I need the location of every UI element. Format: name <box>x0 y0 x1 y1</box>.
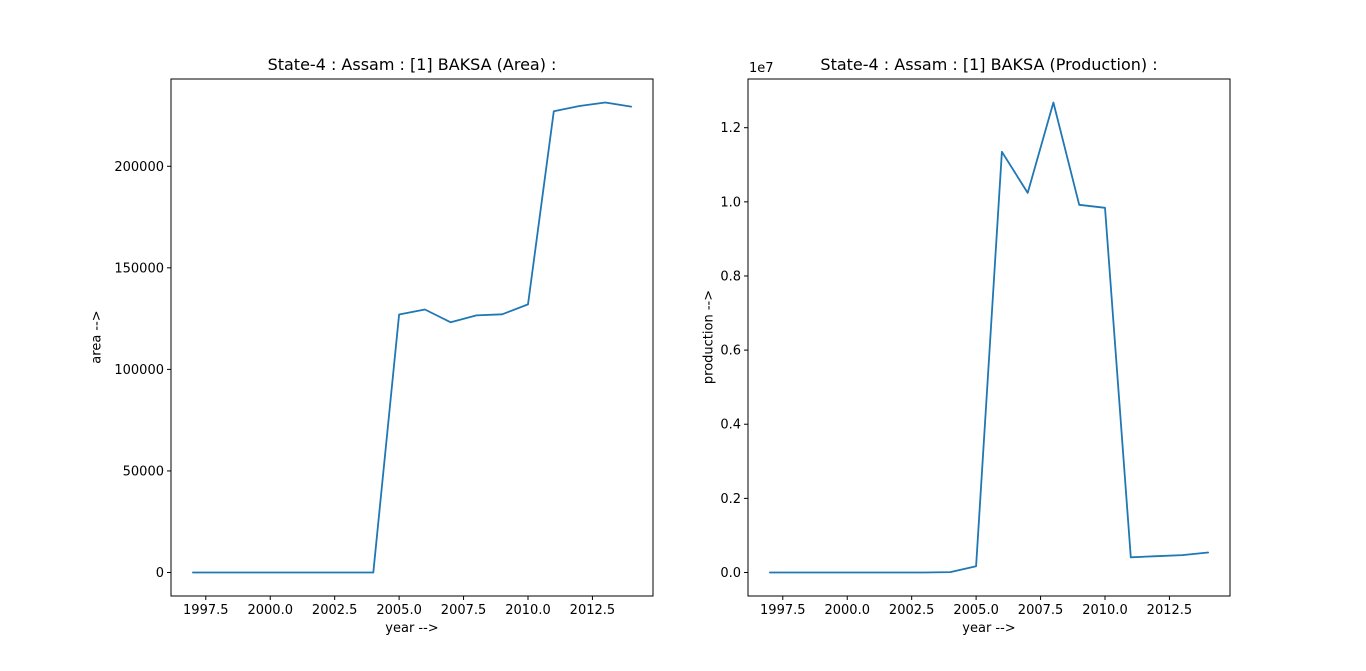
y-tick-label: 200000 <box>114 160 164 175</box>
x-tick-label: 2000.0 <box>247 603 293 618</box>
y-tick-label: 0.2 <box>720 492 741 507</box>
x-tick-label: 2002.5 <box>312 603 358 618</box>
data-line <box>769 101 1209 574</box>
y-tick-label: 1.2 <box>720 121 741 136</box>
y-tick-label: 0.6 <box>720 344 741 359</box>
x-tick-label: 2012.5 <box>1147 603 1193 618</box>
x-tick-label: 2007.5 <box>1018 603 1064 618</box>
x-tick-label: 2012.5 <box>570 603 616 618</box>
axes-frame <box>747 78 1231 597</box>
x-tick-label: 1997.5 <box>183 603 229 618</box>
y-tick-label: 0 <box>156 566 164 581</box>
x-tick-label: 2000.0 <box>824 603 870 618</box>
production-chart-title: State-4 : Assam : [1] BAKSA (Production)… <box>820 55 1158 74</box>
data-line <box>191 101 632 574</box>
x-tick-label: 2010.0 <box>1082 603 1128 618</box>
y-tick-label: 50000 <box>123 464 164 479</box>
production-yaxis-offset-text: 1e7 <box>749 61 774 76</box>
y-tick-label: 1.0 <box>720 195 741 210</box>
axes-frame <box>170 78 654 597</box>
y-tick-label: 100000 <box>114 363 164 378</box>
x-tick-label: 1997.5 <box>760 603 806 618</box>
production-yaxis-label: production --> <box>701 289 717 385</box>
area-chart-title: State-4 : Assam : [1] BAKSA (Area) : <box>267 55 557 74</box>
x-tick-label: 2005.0 <box>376 603 422 618</box>
production-xaxis-label: year --> <box>962 621 1016 636</box>
area-yaxis-label: area --> <box>89 310 105 364</box>
area-xaxis-label: year --> <box>385 621 439 636</box>
y-tick-label: 0.8 <box>720 269 741 284</box>
x-tick-label: 2002.5 <box>889 603 935 618</box>
y-tick-label: 0.0 <box>720 566 741 581</box>
y-tick-label: 0.4 <box>720 418 741 433</box>
x-tick-label: 2010.0 <box>505 603 551 618</box>
x-tick-label: 2005.0 <box>953 603 999 618</box>
y-tick-label: 150000 <box>114 261 164 276</box>
x-tick-label: 2007.5 <box>441 603 487 618</box>
